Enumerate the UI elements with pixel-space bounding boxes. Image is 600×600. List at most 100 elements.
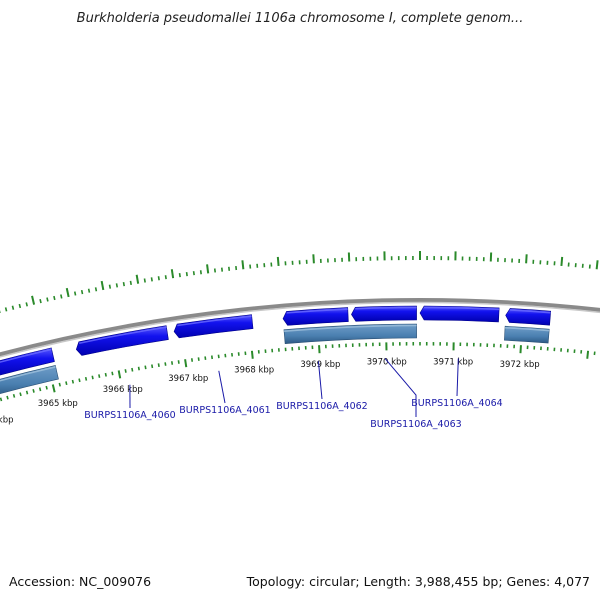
inner-tick bbox=[318, 345, 321, 354]
outer-tick bbox=[25, 302, 28, 307]
axis-label: 3968 kbp bbox=[234, 366, 274, 376]
gene-highlight bbox=[177, 315, 252, 327]
inner-tick bbox=[65, 381, 68, 386]
inner-tick bbox=[91, 375, 94, 380]
forward-gene-arrow[interactable] bbox=[419, 305, 500, 323]
axis-label: 3972 kbp bbox=[500, 360, 540, 370]
outer-tick bbox=[525, 254, 528, 264]
axis-label: 3969 kbp bbox=[300, 360, 340, 370]
genome-backbone-shadow bbox=[0, 301, 600, 358]
outer-tick bbox=[192, 271, 195, 276]
outer-tick bbox=[94, 287, 98, 292]
outer-tick bbox=[115, 283, 119, 288]
outer-tick bbox=[46, 297, 49, 302]
inner-tick bbox=[519, 345, 522, 354]
axis-label: 3966 kbp bbox=[103, 385, 143, 395]
inner-tick bbox=[184, 359, 188, 368]
outer-tick bbox=[11, 305, 15, 310]
outer-tick bbox=[108, 284, 112, 289]
inner-tick bbox=[137, 366, 140, 371]
outer-tick bbox=[39, 298, 42, 304]
inner-tick bbox=[586, 350, 590, 359]
outer-tick bbox=[100, 280, 105, 291]
outer-tick bbox=[80, 289, 84, 295]
outer-tick bbox=[129, 280, 132, 285]
gene-highlight bbox=[355, 306, 417, 310]
outer-tick bbox=[4, 307, 8, 312]
inner-tick bbox=[6, 395, 9, 400]
inner-tick bbox=[84, 376, 88, 381]
gene-label[interactable]: BURPS1106A_4063 bbox=[370, 419, 461, 430]
gene-highlight bbox=[0, 366, 56, 382]
outer-tick bbox=[31, 295, 36, 305]
inner-tick bbox=[32, 389, 35, 393]
outer-tick bbox=[595, 260, 599, 270]
gene-label[interactable]: BURPS1106A_4062 bbox=[276, 401, 367, 412]
forward-gene-arrow[interactable] bbox=[505, 308, 552, 326]
inner-tick bbox=[12, 394, 16, 398]
inner-tick bbox=[170, 361, 174, 365]
gene-callout-line bbox=[317, 361, 323, 400]
outer-tick bbox=[150, 277, 153, 282]
outer-tick bbox=[185, 272, 188, 277]
gene-label[interactable]: BURPS1106A_4061 bbox=[179, 405, 270, 416]
outer-tick bbox=[87, 288, 91, 293]
forward-gene-arrow[interactable] bbox=[0, 347, 55, 378]
inner-tick bbox=[250, 350, 254, 359]
inner-tick bbox=[71, 379, 75, 384]
outer-tick-ring bbox=[0, 251, 599, 314]
inner-tick bbox=[45, 385, 48, 390]
inner-tick bbox=[124, 369, 127, 373]
inner-tick bbox=[117, 370, 122, 379]
outer-tick bbox=[157, 276, 160, 281]
inner-tick bbox=[58, 382, 61, 387]
inner-tick bbox=[25, 390, 29, 395]
outer-tick bbox=[65, 287, 70, 298]
outer-tick bbox=[122, 282, 125, 287]
inner-tick bbox=[19, 392, 22, 397]
gene-callouts: BURPS1106A_4060 BURPS1106A_4061 BURPS1106A… bbox=[84, 358, 503, 430]
axis-label: 3965 kbp bbox=[38, 399, 78, 409]
forward-gene-arrow[interactable] bbox=[351, 305, 417, 322]
inner-tick bbox=[38, 387, 42, 392]
gene-callout-line bbox=[384, 358, 417, 417]
reverse-gene-block[interactable] bbox=[0, 365, 59, 396]
forward-gene-arrow[interactable] bbox=[173, 314, 254, 339]
outer-tick bbox=[206, 264, 210, 274]
axis-label: 3971 kbp bbox=[433, 357, 473, 367]
gene-label[interactable]: BURPS1106A_4064 bbox=[411, 398, 502, 409]
accession-text: Accession: NC_009076 bbox=[9, 574, 151, 589]
inner-tick bbox=[78, 378, 81, 383]
forward-gene-arrow[interactable] bbox=[75, 325, 169, 356]
outer-tick bbox=[18, 303, 22, 309]
inner-tick bbox=[131, 367, 134, 372]
gene-features bbox=[0, 305, 552, 396]
inner-tick bbox=[104, 372, 107, 377]
map-title: Burkholderia pseudomallei 1106a chromoso… bbox=[77, 11, 524, 26]
axis-label: 3964 kbp bbox=[0, 415, 14, 425]
outer-tick bbox=[241, 260, 245, 270]
inner-tick bbox=[177, 360, 180, 364]
axis-label: 3967 kbp bbox=[168, 374, 208, 384]
genome-summary-text: Topology: circular; Length: 3,988,455 bp… bbox=[246, 574, 590, 589]
outer-tick bbox=[135, 274, 140, 284]
inner-tick bbox=[0, 397, 3, 402]
genome-backbone bbox=[0, 298, 600, 357]
gene-callout-line bbox=[218, 370, 226, 404]
inner-tick bbox=[164, 362, 167, 366]
gene-highlight bbox=[0, 348, 52, 363]
outer-tick bbox=[170, 269, 175, 279]
gene-label[interactable]: BURPS1106A_4060 bbox=[84, 410, 175, 421]
inner-tick-ring bbox=[0, 342, 596, 402]
inner-tick bbox=[144, 365, 147, 370]
axis-label: 3970 kbp bbox=[367, 357, 407, 367]
outer-tick bbox=[143, 278, 146, 283]
inner-tick bbox=[51, 384, 56, 393]
outer-tick bbox=[276, 256, 280, 267]
gene-highlight bbox=[79, 326, 167, 344]
inner-tick bbox=[151, 364, 154, 369]
outer-tick bbox=[164, 275, 167, 280]
inner-tick bbox=[157, 363, 160, 367]
axis-labels: 3964 kbp 3965 kbp 3966 kbp 3967 kbp 3968 kbp… bbox=[0, 357, 540, 425]
